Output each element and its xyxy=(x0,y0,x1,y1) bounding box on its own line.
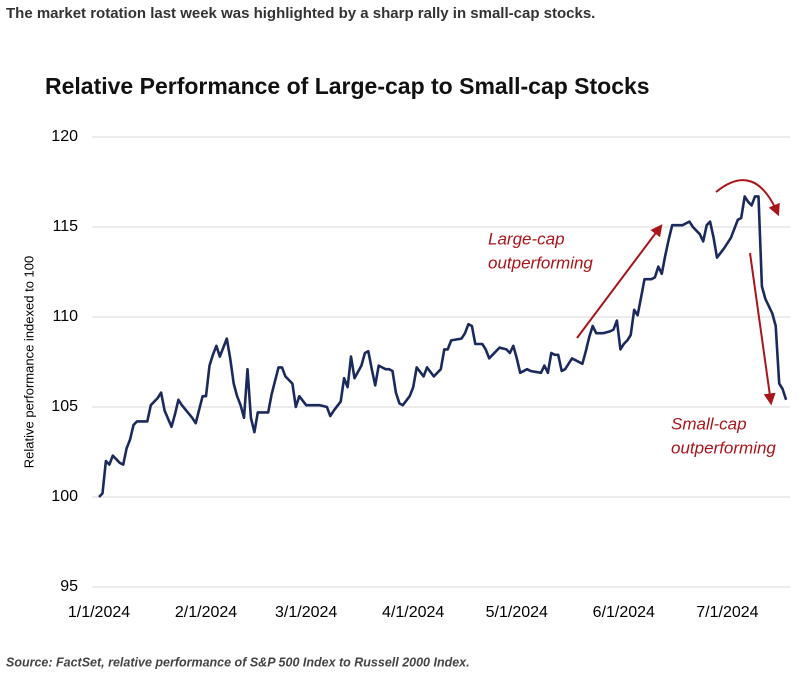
y-tick-label: 95 xyxy=(60,578,78,595)
x-tick-label: 4/1/2024 xyxy=(382,604,444,621)
x-tick-label: 5/1/2024 xyxy=(486,604,548,621)
y-tick-label: 115 xyxy=(52,218,78,235)
arrow xyxy=(749,252,776,406)
y-axis-label: Relative performance indexed to 100 xyxy=(21,256,36,468)
line-series xyxy=(98,195,788,498)
x-tick-label: 1/1/2024 xyxy=(68,604,130,621)
arrow xyxy=(576,224,663,339)
y-tick-label: 100 xyxy=(51,488,78,505)
grid xyxy=(92,136,790,588)
arrow xyxy=(715,179,780,217)
y-tick-label: 110 xyxy=(52,308,78,325)
x-tick-label: 3/1/2024 xyxy=(275,604,337,621)
annotation: outperforming xyxy=(671,438,776,457)
annotation: outperforming xyxy=(488,253,593,272)
source: Source: FactSet, relative performance of… xyxy=(6,655,470,669)
chart-title: Relative Performance of Large-cap to Sma… xyxy=(45,73,650,99)
annotation: Large-cap xyxy=(488,229,565,248)
x-tick-label: 2/1/2024 xyxy=(175,604,237,621)
y-tick-label: 105 xyxy=(51,398,78,415)
x-tick-label: 7/1/2024 xyxy=(696,604,758,621)
header: The market rotation last week was highli… xyxy=(6,5,595,22)
y-tick-label: 120 xyxy=(51,128,78,145)
annotation: Small-cap xyxy=(671,414,747,433)
x-tick-label: 6/1/2024 xyxy=(593,604,655,621)
